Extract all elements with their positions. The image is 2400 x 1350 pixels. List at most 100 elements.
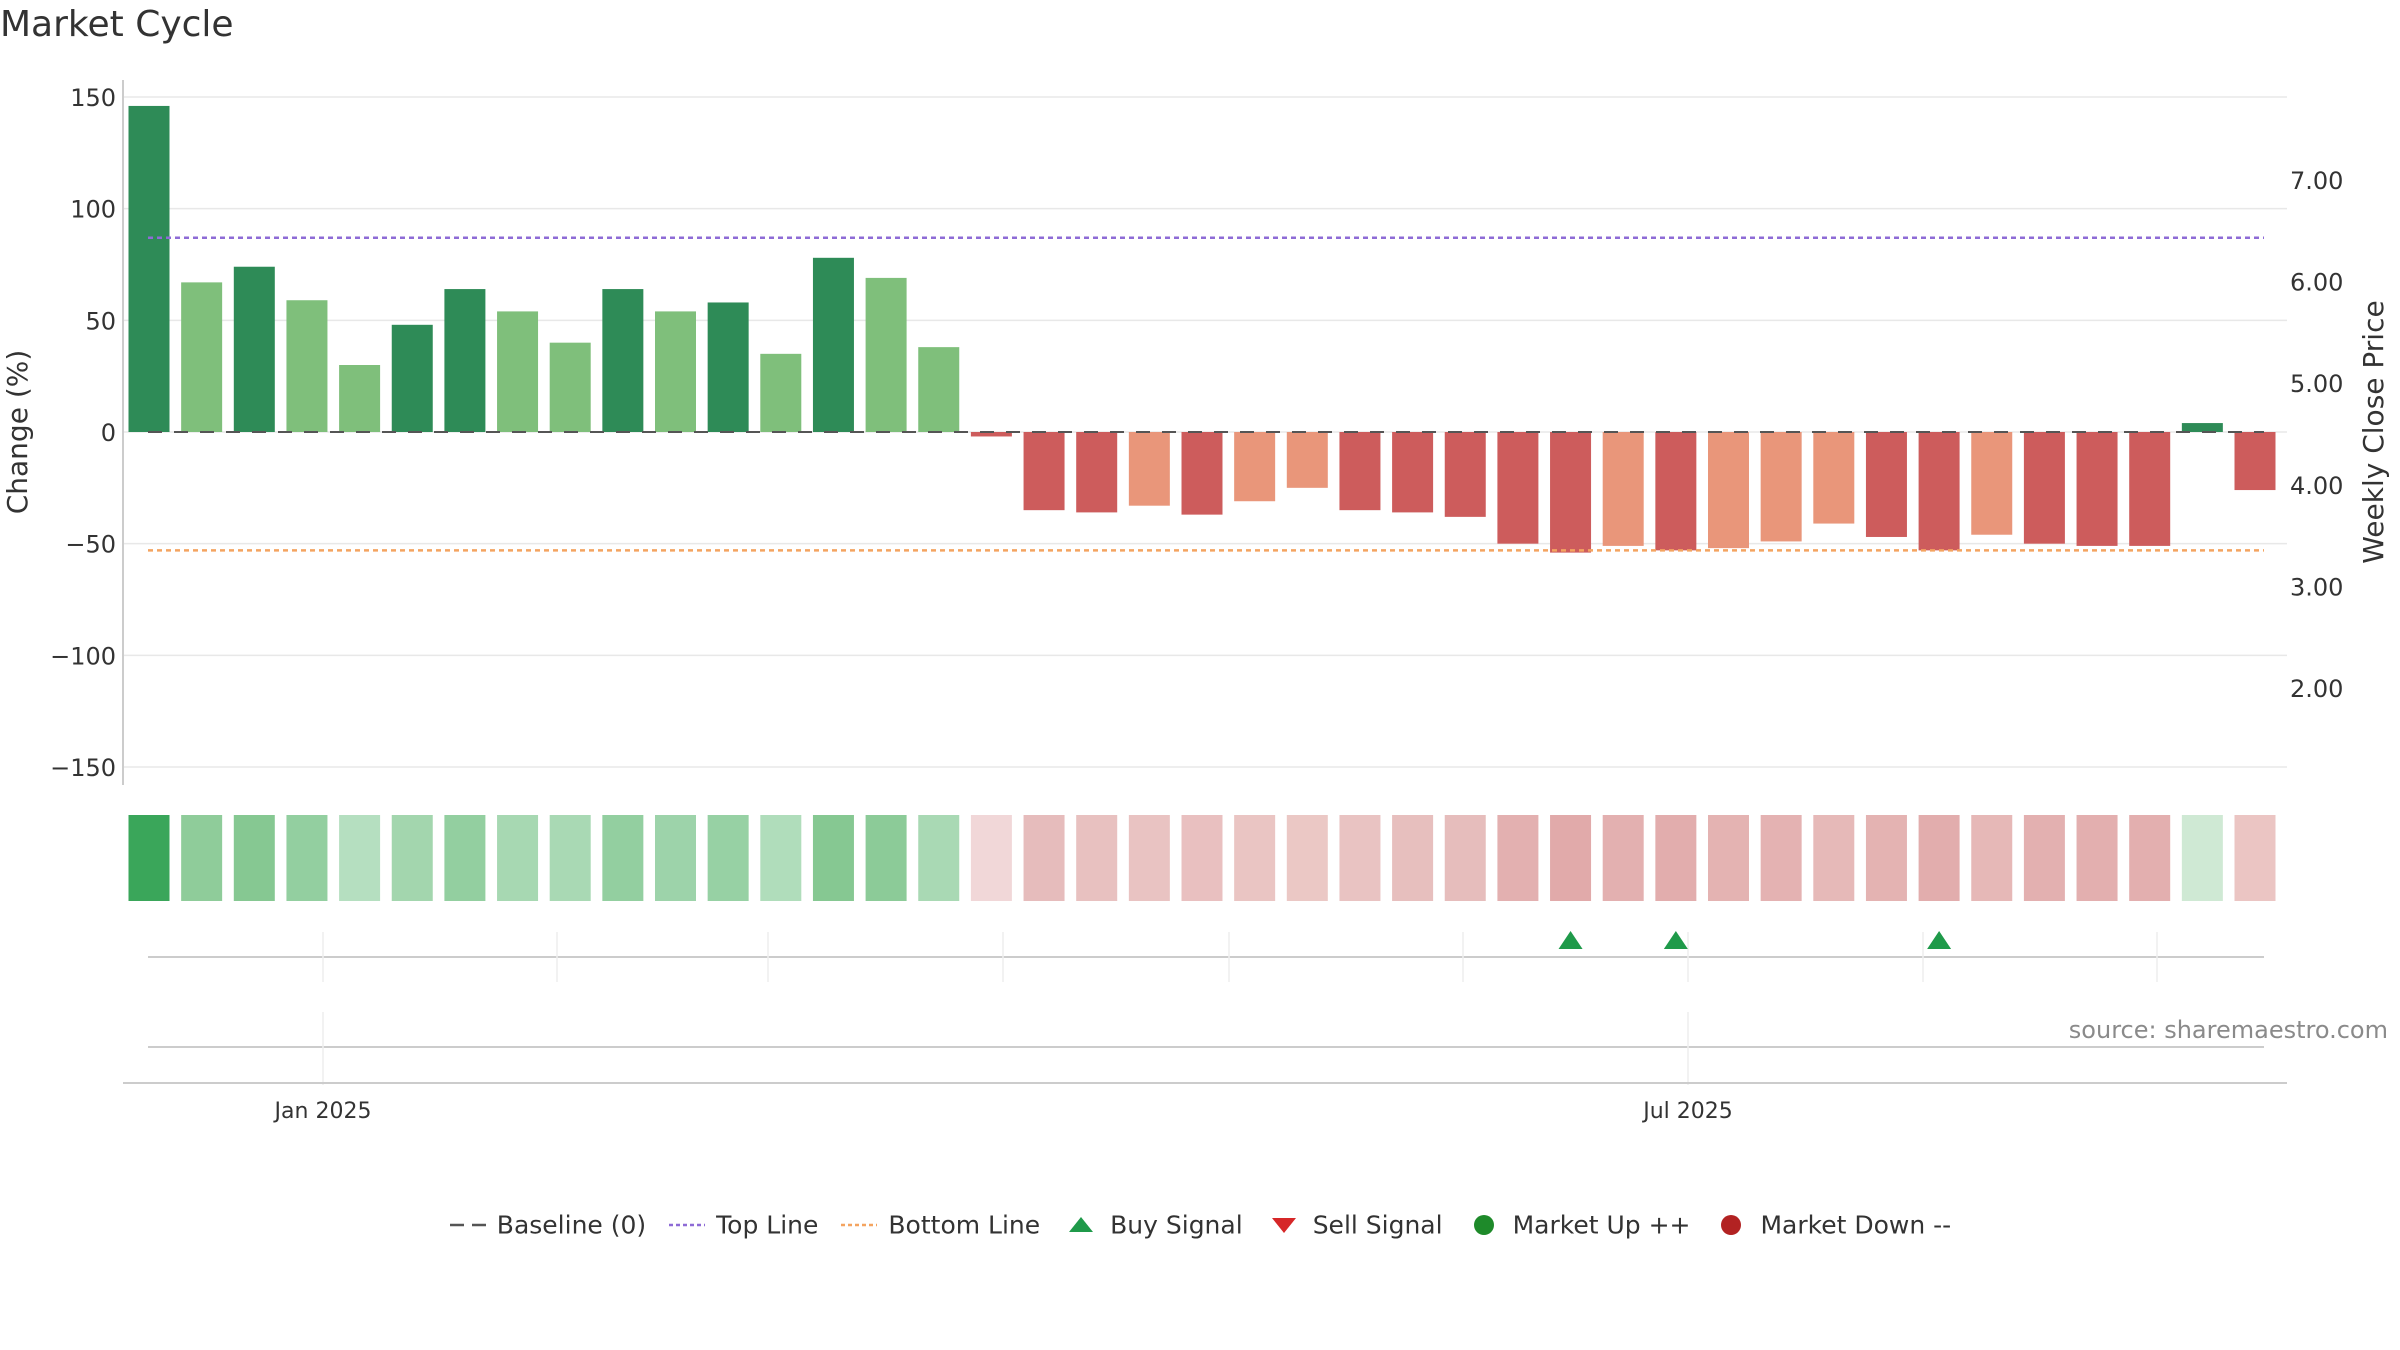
bar [865, 277, 907, 432]
bar [918, 347, 960, 432]
legend-item: Sell Signal [1265, 1209, 1443, 1240]
bar [444, 289, 486, 432]
heat-strip-cell [1918, 815, 1960, 901]
y-axis-title: Change (%) [1, 350, 34, 515]
legend-swatch-dot-line [669, 1223, 706, 1226]
bar [1076, 432, 1118, 513]
heat-strip-cell [1181, 815, 1223, 901]
heat-strip-cell [970, 815, 1012, 901]
y2-tick-label: 6.00 [2290, 269, 2343, 297]
heat-strip-cell [391, 815, 433, 901]
bar [497, 311, 539, 432]
bar [391, 324, 433, 432]
bar [1971, 432, 2013, 535]
heat-strip-cell [2181, 815, 2223, 901]
bar [1181, 432, 1223, 515]
chart-legend: Baseline (0) Top Line Bottom Line Buy Signa… [0, 1208, 2400, 1239]
bar [1023, 432, 1065, 511]
legend-swatch-circle [1721, 1214, 1742, 1235]
heat-strip-cell [286, 815, 328, 901]
heat-strip-cell [918, 815, 960, 901]
heat-strip-cell [1444, 815, 1486, 901]
heat-strip-cell [1602, 815, 1644, 901]
heat-strip-cell [2023, 815, 2065, 901]
reference-lines-layer [148, 236, 2264, 552]
legend-label: Buy Signal [1110, 1210, 1243, 1240]
y-tick-label: 0 [101, 419, 116, 447]
heat-strip-cell [2129, 815, 2171, 901]
heat-strip-cell [128, 815, 170, 901]
y-tick-label: 150 [70, 84, 116, 112]
heat-strip-cell [655, 815, 696, 901]
bar [1813, 432, 1855, 524]
x-tick-label: Jul 2025 [1641, 1099, 1733, 1124]
y-tick-label: 50 [85, 307, 116, 335]
heat-strip-cell [602, 815, 644, 901]
heat-strip-cell [865, 815, 907, 901]
y2-axis-title: Weekly Close Price [2357, 300, 2390, 563]
y2-tick-label: 3.00 [2290, 573, 2343, 601]
legend-label: Market Down -- [1760, 1210, 1952, 1240]
bar [1550, 432, 1592, 553]
bar [1444, 432, 1486, 517]
legend-label: Baseline (0) [496, 1210, 647, 1240]
legend-swatch-triangle-down [1271, 1217, 1296, 1233]
legend-item: Baseline (0) [449, 1209, 647, 1240]
bar [1760, 432, 1802, 542]
y-tick-label: −50 [65, 531, 116, 559]
source-note: source: sharemaestro.com [2068, 1016, 2388, 1044]
bar [2023, 432, 2065, 544]
heat-strip-cell [1971, 815, 2013, 901]
heat-strip-cell [549, 815, 591, 901]
legend-label: Bottom Line [888, 1210, 1041, 1240]
y2-tick-label: 7.00 [2290, 167, 2343, 195]
y2-tick-label: 5.00 [2290, 370, 2343, 398]
bar [812, 257, 854, 432]
bar [655, 311, 696, 432]
bar [1128, 432, 1170, 506]
heat-strip-cell [2234, 815, 2276, 901]
heat-strip-cell [444, 815, 486, 901]
bar [1339, 432, 1381, 511]
legend-item: Buy Signal [1062, 1209, 1243, 1240]
y2-tick-label: 2.00 [2290, 675, 2343, 703]
bar [707, 302, 749, 432]
signal-layer [123, 931, 2287, 1085]
heat-strip-cell [1655, 815, 1697, 901]
legend-swatch-triangle-up [1069, 1216, 1094, 1232]
legend-label: Top Line [716, 1210, 819, 1240]
heat-strip-layer [128, 815, 2276, 901]
legend-item: Market Up ++ [1465, 1209, 1691, 1240]
bar [1918, 432, 1960, 551]
heat-strip-cell [1708, 815, 1749, 901]
bar [549, 342, 591, 432]
bar [2181, 423, 2223, 432]
chart-title: Market Cycle [0, 4, 234, 45]
bar [1655, 432, 1697, 551]
y-tick-label: 100 [70, 196, 116, 224]
heat-strip-cell [1286, 815, 1328, 901]
legend-swatch-circle [1473, 1214, 1494, 1235]
heat-strip-cell [1813, 815, 1855, 901]
bar [339, 365, 381, 432]
legend-item: Market Down -- [1712, 1209, 1952, 1240]
heat-strip-cell [1023, 815, 1065, 901]
legend-label: Sell Signal [1312, 1210, 1443, 1240]
bar [2076, 432, 2118, 546]
bar [1865, 432, 1907, 537]
heat-strip-cell [1076, 815, 1118, 901]
bar [1234, 432, 1276, 502]
heat-strip-cell [1760, 815, 1802, 901]
bar [2234, 432, 2276, 491]
legend-label: Market Up ++ [1512, 1210, 1691, 1240]
heat-strip-cell [497, 815, 539, 901]
bars-layer [128, 105, 2276, 553]
y-tick-label: −100 [50, 642, 116, 670]
heat-strip-cell [1234, 815, 1276, 901]
bar [1497, 432, 1539, 544]
heat-strip-cell [1550, 815, 1592, 901]
buy-signal-marker [1927, 931, 1952, 949]
y-tick-label: −150 [50, 754, 116, 782]
bar [128, 105, 170, 432]
